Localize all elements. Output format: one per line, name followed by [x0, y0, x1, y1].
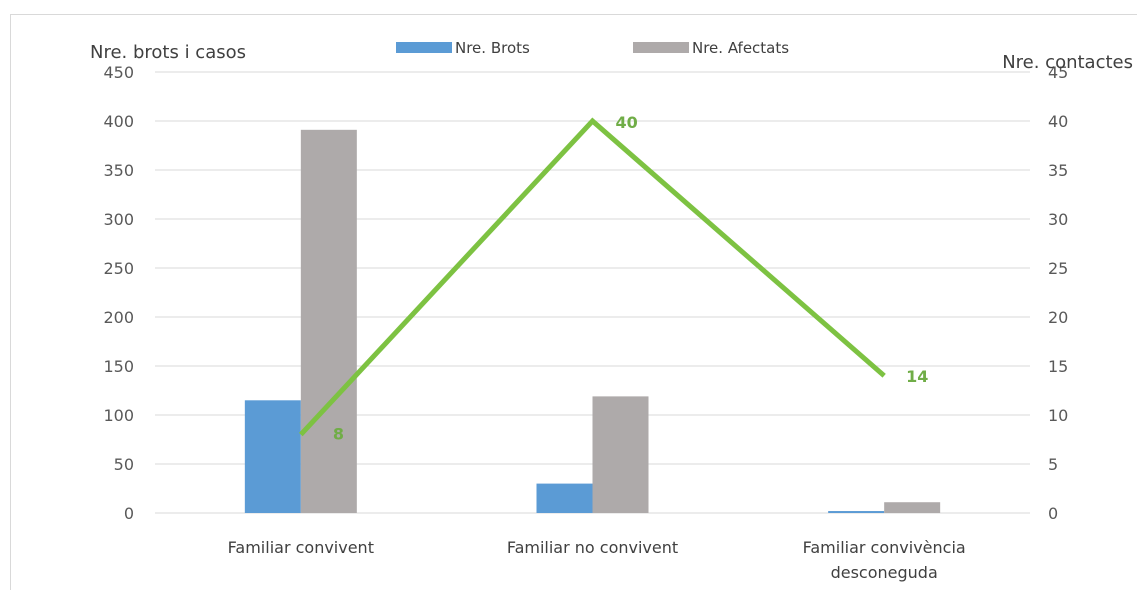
- y-tick-label: 150: [103, 357, 134, 376]
- category-label: desconeguda: [831, 563, 938, 582]
- y2-tick-label: 30: [1048, 210, 1068, 229]
- y-tick-label: 350: [103, 161, 134, 180]
- y-tick-label: 300: [103, 210, 134, 229]
- category-label: Familiar no convivent: [507, 538, 678, 557]
- y2-tick-label: 5: [1048, 455, 1058, 474]
- legend-swatch-brots: [396, 42, 452, 53]
- data-label: 40: [616, 113, 638, 132]
- y-tick-label: 400: [103, 112, 134, 131]
- bar-afectats: [884, 502, 941, 513]
- legend: Nre. Brots Nre. Afectats: [396, 39, 789, 57]
- line-contactes: [299, 117, 886, 437]
- y2-tick-label: 0: [1048, 504, 1058, 523]
- y-axis-title: Nre. brots i casos: [90, 42, 246, 63]
- data-label: 14: [906, 367, 928, 386]
- legend-label-brots: Nre. Brots: [455, 39, 530, 57]
- data-label: 8: [333, 425, 344, 444]
- category-label: Familiar convivència: [803, 538, 966, 557]
- category-labels: Familiar convivent Familiar no convivent F…: [228, 538, 966, 582]
- legend-label-afectats: Nre. Afectats: [692, 39, 789, 57]
- y2-tick-label: 10: [1048, 406, 1068, 425]
- bar-afectats: [300, 129, 357, 513]
- legend-swatch-afectats: [633, 42, 689, 53]
- y2-tick-label: 45: [1048, 63, 1068, 82]
- y2-axis-title: Nre. contactes: [1002, 52, 1133, 73]
- bars: [244, 129, 941, 513]
- chart-frame: [10, 14, 1137, 590]
- y2-tick-label: 20: [1048, 308, 1068, 327]
- y-tick-label: 50: [114, 455, 134, 474]
- y-tick-label: 200: [103, 308, 134, 327]
- y2-tick-label: 15: [1048, 357, 1068, 376]
- y-tick-label: 250: [103, 259, 134, 278]
- y2-tick-label: 40: [1048, 112, 1068, 131]
- left-axis-ticks: 0 50 100 150 200 250 300 350 400 450: [103, 63, 134, 523]
- y-tick-label: 0: [124, 504, 134, 523]
- y2-tick-label: 25: [1048, 259, 1068, 278]
- bar-brots: [828, 511, 885, 513]
- y2-tick-label: 35: [1048, 161, 1068, 180]
- bar-brots: [536, 483, 593, 513]
- y-tick-label: 100: [103, 406, 134, 425]
- right-axis-ticks: 0 5 10 15 20 25 30 35 40 45: [1048, 63, 1068, 523]
- y-tick-label: 450: [103, 63, 134, 82]
- bar-afectats: [592, 396, 649, 513]
- category-label: Familiar convivent: [228, 538, 374, 557]
- bar-brots: [244, 400, 301, 513]
- line-series: 8 40 14: [299, 113, 928, 444]
